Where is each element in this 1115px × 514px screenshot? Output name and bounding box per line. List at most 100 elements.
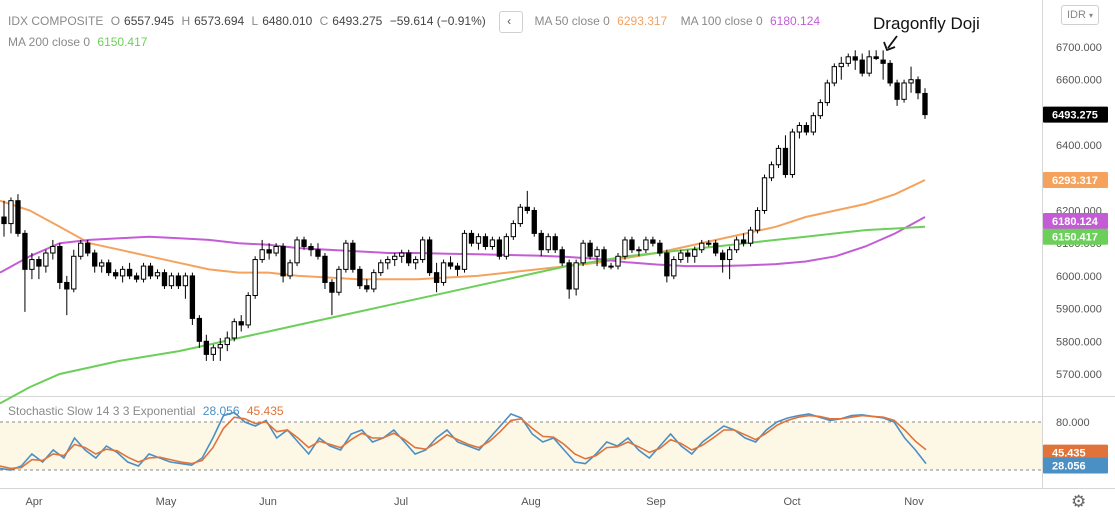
candle-body — [392, 255, 398, 261]
stochastic-tick-label: 80.000 — [1056, 417, 1090, 429]
candle-body — [608, 265, 614, 268]
stochastic-k-badge-bg — [1043, 457, 1108, 474]
candle-body — [922, 92, 928, 116]
ma200-badge-bg — [1043, 228, 1108, 245]
low-label: L — [251, 14, 259, 29]
candle-body — [517, 206, 523, 225]
candle-body — [371, 272, 377, 290]
candle-body — [894, 82, 900, 100]
candle-body — [112, 272, 119, 277]
candle-body — [364, 285, 370, 290]
time-tick-label: Nov — [904, 496, 924, 508]
candle-body — [287, 262, 293, 277]
candle-body — [357, 268, 363, 287]
candle-body — [189, 275, 196, 319]
collapse-legend-button[interactable]: ‹ — [499, 11, 524, 33]
candle-body — [915, 79, 921, 94]
candle-body — [294, 239, 300, 264]
stochastic-d-value: 45.435 — [246, 404, 284, 418]
open-value: 6557.945 — [124, 14, 175, 29]
close-label: C — [319, 14, 329, 29]
candle-body — [719, 252, 726, 261]
candle-body — [559, 249, 565, 264]
candle-body — [880, 59, 886, 64]
candle-body — [64, 281, 70, 290]
candle-body — [259, 249, 265, 261]
candle-body — [503, 236, 510, 257]
stochastic-k-value: 28.056 — [202, 404, 240, 418]
ma200-label: MA 200 close 0 — [8, 35, 91, 49]
time-tick-label: Sep — [646, 496, 666, 508]
currency-button[interactable]: IDR ▾ — [1061, 5, 1099, 25]
ma50-badge-bg — [1043, 171, 1108, 188]
candle-body — [350, 242, 356, 270]
chevron-left-icon: ‹ — [507, 14, 512, 28]
candle-body — [22, 232, 28, 270]
candle-body — [908, 79, 914, 84]
settings-gear-icon[interactable]: ⚙ — [1071, 492, 1087, 511]
candle-body — [71, 255, 77, 290]
candle-body — [85, 242, 91, 254]
ma200-value: 6150.417 — [97, 35, 148, 49]
candle-body — [664, 252, 670, 277]
candle-body — [768, 164, 775, 179]
candle-body — [385, 259, 391, 264]
price-tick-label: 5800.000 — [1056, 336, 1102, 348]
ma50-value: 6293.317 — [617, 14, 668, 29]
candle-body — [50, 245, 56, 254]
legend-row-1: IDX COMPOSITE O 6557.945 H 6573.694 L 6480.… — [8, 11, 824, 33]
candle-body — [873, 56, 879, 59]
candle-body — [252, 259, 258, 297]
price-tick-label: 5900.000 — [1056, 304, 1102, 316]
candle-body — [789, 131, 796, 176]
candle-body — [733, 239, 740, 251]
candle-body — [482, 236, 489, 247]
candle-body — [636, 249, 642, 252]
candle-body — [706, 242, 712, 245]
time-tick-label: Jun — [259, 496, 277, 508]
candle-body — [845, 56, 851, 64]
candle-body — [308, 245, 314, 251]
stochastic-k-badge-label: 28.056 — [1052, 461, 1086, 473]
candle-body — [147, 265, 154, 277]
candle-body — [566, 262, 572, 290]
candle-body — [713, 242, 719, 254]
candle-body — [699, 242, 705, 251]
candle-body — [105, 262, 112, 274]
candle-body — [15, 200, 21, 234]
currency-label: IDR — [1066, 9, 1086, 21]
candle-body — [412, 259, 419, 264]
candle-body — [57, 245, 63, 283]
candle-body — [461, 232, 468, 270]
stochastic-line — [0, 411, 927, 471]
candle-body — [140, 265, 147, 280]
candle-body — [573, 262, 579, 290]
time-tick-label: Apr — [25, 496, 42, 508]
candle-body — [657, 242, 663, 254]
price-tick-label: 5700.000 — [1056, 369, 1102, 381]
candle-body — [747, 229, 754, 244]
candle-body — [210, 347, 216, 355]
candle-body — [803, 124, 810, 133]
annotation-text: Dragonfly Doji — [873, 14, 980, 33]
candle-body — [475, 236, 482, 244]
candle-body — [692, 249, 698, 257]
candle-body — [280, 245, 286, 277]
candle-body — [266, 249, 272, 254]
price-tick-label: 6400.000 — [1056, 140, 1102, 152]
candle-body — [378, 262, 384, 274]
candle-body — [238, 321, 244, 326]
change-value: −59.614 (−0.91%) — [389, 14, 486, 29]
price-tick-label: 6600.000 — [1056, 75, 1102, 87]
arrow-down-left-icon — [883, 35, 898, 52]
candle-body — [406, 252, 412, 264]
candle-body — [824, 82, 830, 104]
chevron-down-icon: ▾ — [1089, 11, 1094, 20]
candle-body — [119, 268, 126, 277]
candle-body — [524, 206, 530, 211]
candle-body — [399, 252, 405, 257]
candle-body — [322, 255, 328, 283]
candle-body — [601, 249, 607, 267]
candle-body — [678, 252, 684, 261]
